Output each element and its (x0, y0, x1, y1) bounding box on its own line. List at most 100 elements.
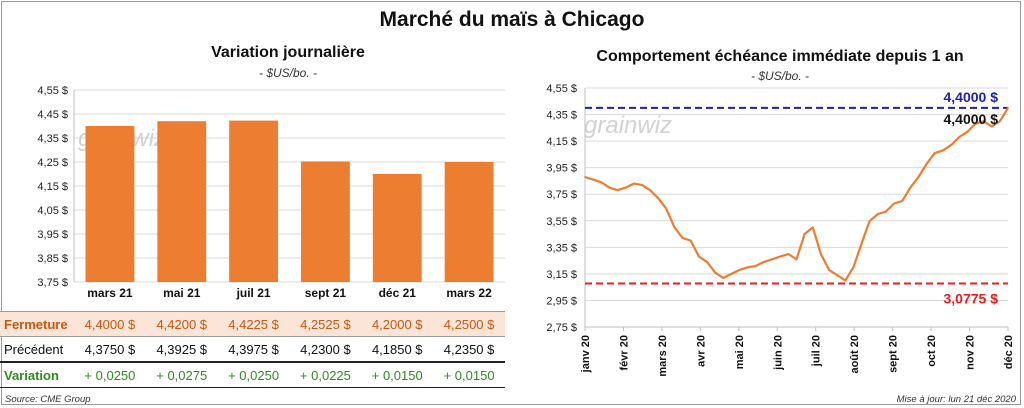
y-tick-label: 3,35 $ (546, 242, 577, 254)
price-point (616, 189, 619, 192)
x-tick-label: mars 20 (657, 335, 669, 377)
bar (85, 126, 135, 282)
price-point (868, 219, 871, 222)
price-point (811, 226, 814, 229)
table-divider (0, 362, 505, 363)
price-point (665, 208, 668, 210)
y-tick-label: 4,15 $ (546, 136, 577, 148)
table-row: Précédent 4,3750 $ 4,3925 $ 4,3975 $ 4,2300 … (0, 337, 505, 361)
price-point (755, 265, 757, 267)
price-point (649, 189, 651, 192)
table-cell: 4,2500 $ (443, 317, 495, 332)
price-point (885, 210, 887, 213)
table-row-label: Précédent (4, 342, 64, 357)
table-divider (0, 361, 505, 362)
price-point (828, 269, 830, 271)
reference-line-label: 4,4000 $ (944, 89, 999, 105)
y-tick-label: 4,55 $ (546, 83, 577, 95)
price-point (592, 178, 594, 181)
price-point (901, 200, 904, 202)
x-tick-label: févr 20 (618, 335, 630, 370)
watermark-logo: grainwiz (584, 112, 672, 139)
price-point (958, 136, 960, 138)
x-tick-label: août 20 (849, 335, 861, 374)
price-point (836, 274, 838, 277)
price-point (852, 266, 855, 269)
price-point (909, 186, 912, 189)
table-cell: 4,2350 $ (443, 342, 495, 357)
y-tick-label: 3,15 $ (546, 269, 577, 281)
update-note: Mise à jour: lun 21 déc 2020 (896, 394, 1016, 405)
y-tick-label: 4,55 $ (37, 85, 68, 97)
bar (300, 161, 350, 282)
table-cell: + 0,0275 (156, 368, 208, 383)
main-title: Marché du maïs à Chicago (379, 8, 645, 31)
line-chart-title: Comportement échéance immédiate depuis 1… (596, 48, 964, 65)
x-tick-label: mai 21 (163, 286, 201, 300)
table-cell: 4,3925 $ (156, 342, 208, 357)
y-tick-label: 3,55 $ (546, 216, 577, 228)
price-point (641, 184, 643, 186)
table-cell: 4,2525 $ (300, 317, 351, 332)
y-tick-label: 4,45 $ (37, 109, 68, 121)
price-point (933, 152, 936, 154)
price-point (714, 271, 716, 274)
table-divider (0, 336, 505, 337)
y-tick-label: 2,95 $ (546, 295, 577, 307)
table-divider (0, 311, 505, 312)
price-point (608, 186, 611, 189)
x-tick-label: nov 20 (965, 335, 977, 370)
price-point (771, 258, 773, 261)
reference-line-label: 3,0775 $ (944, 291, 999, 307)
price-point (738, 269, 741, 271)
price-point (950, 144, 952, 146)
price-point (917, 176, 920, 178)
x-tick-label: oct 20 (926, 335, 938, 367)
price-point (722, 277, 725, 279)
y-tick-label: 4,25 $ (37, 157, 68, 169)
last-value-label: 4,4000 $ (944, 111, 999, 127)
x-tick-label: mai 20 (734, 335, 746, 369)
price-point (730, 273, 733, 275)
x-tick-label: janv 20 (580, 335, 592, 373)
x-tick-label: sept 20 (888, 335, 900, 373)
price-point (681, 237, 684, 239)
table-cell: + 0,0150 (371, 368, 423, 383)
x-tick-label: juil 21 (236, 286, 271, 300)
price-point (763, 261, 765, 263)
price-point (779, 255, 782, 258)
price-point (860, 242, 863, 245)
table-cell: 4,3975 $ (228, 342, 279, 357)
table-cell: + 0,0250 (84, 368, 136, 383)
price-point (600, 181, 603, 184)
y-tick-label: 3,75 $ (37, 277, 68, 289)
table-row: Variation + 0,0250 + 0,0275 + 0,0250 + 0,022… (0, 363, 505, 387)
x-tick-label: juin 20 (772, 335, 784, 371)
price-point (982, 120, 985, 122)
bar (372, 174, 422, 282)
price-point (787, 253, 790, 255)
price-point (624, 186, 627, 189)
y-tick-label: 3,95 $ (546, 163, 577, 175)
y-tick-label: 3,95 $ (37, 229, 68, 241)
price-point (820, 253, 822, 255)
y-tick-label: 3,75 $ (546, 189, 577, 201)
price-point (990, 125, 993, 128)
price-point (844, 279, 847, 282)
y-tick-label: 4,15 $ (37, 181, 68, 193)
x-tick-label: déc 20 (1003, 335, 1015, 369)
price-point (893, 202, 895, 205)
line-chart-unit: - $US/bo. - (750, 69, 810, 83)
table-cell: 4,4225 $ (228, 317, 279, 332)
table-row-label: Fermeture (4, 317, 68, 332)
x-tick-label: mars 21 (87, 286, 133, 300)
price-point (795, 258, 798, 261)
x-tick-label: avr 20 (695, 335, 707, 367)
price-point (999, 120, 1001, 122)
table-cell: 4,4200 $ (156, 317, 208, 332)
price-point (673, 226, 676, 229)
bar (444, 162, 494, 282)
x-tick-label: juil 20 (811, 335, 823, 367)
price-point (877, 213, 879, 215)
table-row-label: Variation (4, 368, 59, 383)
